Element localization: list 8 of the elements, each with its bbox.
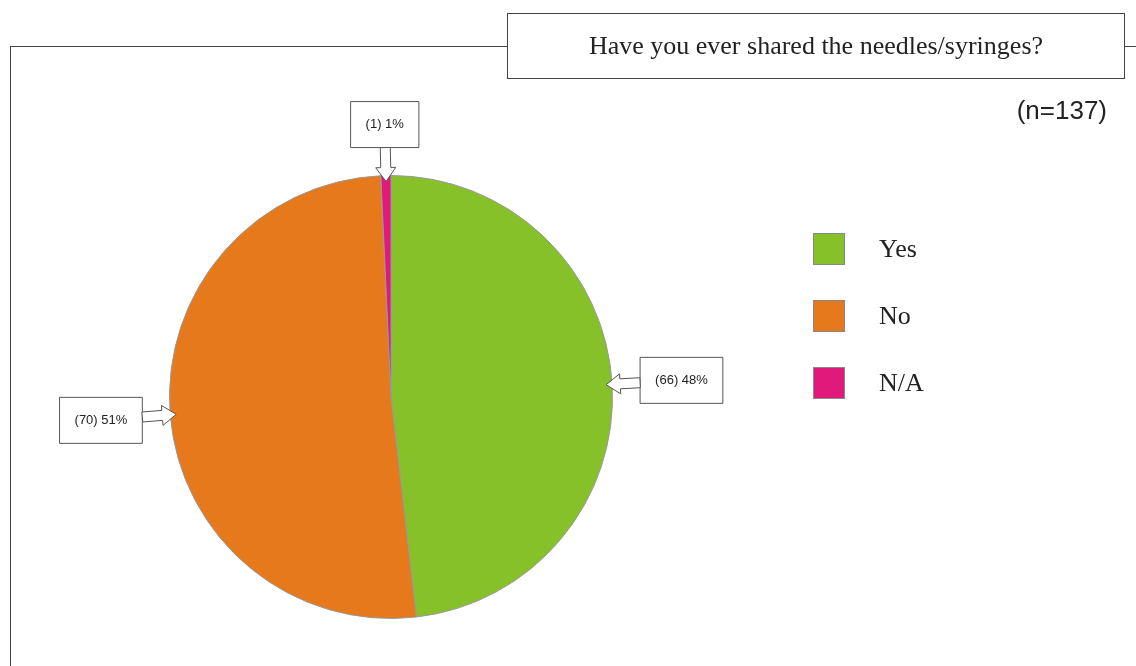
legend-label: No [879,301,911,331]
legend-label: N/A [879,368,924,398]
data-label: (1) 1% [365,116,405,132]
legend-label: Yes [879,234,917,264]
text: (n=137) [1016,95,1107,126]
chart-title: Have you ever shared the needles/syringes? [507,13,1125,79]
data-label: (70) 51% [74,411,128,427]
data-label: (66) 48% [655,371,709,387]
